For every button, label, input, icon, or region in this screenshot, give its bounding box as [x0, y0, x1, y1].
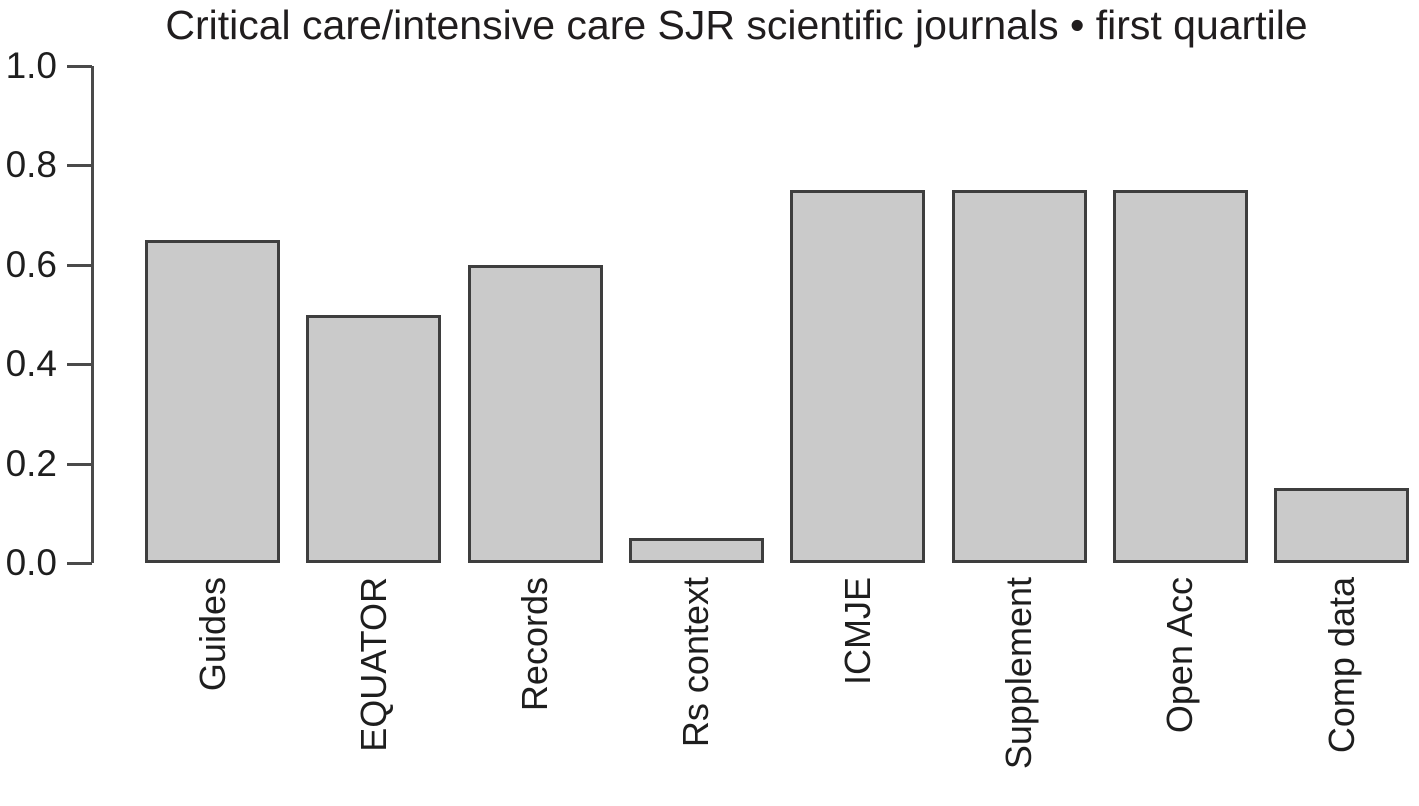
y-tick: [67, 65, 92, 68]
x-tick-label-icmje: ICMJE: [836, 577, 878, 685]
bar-comp-data: [1274, 488, 1410, 563]
y-tick: [67, 462, 92, 466]
bar-guides: [145, 239, 280, 563]
y-tick: [67, 263, 92, 267]
y-axis-line: [91, 66, 94, 563]
y-tick: [67, 164, 92, 168]
bar-rs-context: [628, 538, 764, 563]
x-tick-label-records: Records: [514, 577, 556, 712]
y-tick: [67, 363, 92, 367]
bar-records: [467, 264, 603, 563]
y-tick-label: 0.8: [5, 144, 57, 186]
y-tick-label: 0.0: [5, 542, 57, 583]
y-tick: [67, 562, 92, 565]
bar-icmje: [790, 190, 926, 563]
x-tick-label-rs-context: Rs context: [675, 577, 717, 748]
bar-open-acc: [1112, 190, 1248, 563]
y-tick-label: 0.2: [5, 442, 57, 484]
x-tick-label-equator: EQUATOR: [352, 577, 394, 752]
y-tick-label: 0.6: [5, 243, 57, 285]
y-tick-label: 0.4: [5, 343, 57, 385]
x-tick-label-comp-data: Comp data: [1320, 577, 1362, 754]
x-tick-label-supplement: Supplement: [998, 577, 1039, 770]
x-tick-label-guides: Guides: [191, 577, 233, 692]
x-tick-label-open-acc: Open Acc: [1159, 577, 1201, 734]
bar-equator: [306, 314, 442, 563]
bar-supplement: [951, 190, 1087, 563]
chart-title: Critical care/intensive care SJR scienti…: [165, 2, 1308, 48]
y-tick-label: 1.0: [5, 45, 57, 86]
